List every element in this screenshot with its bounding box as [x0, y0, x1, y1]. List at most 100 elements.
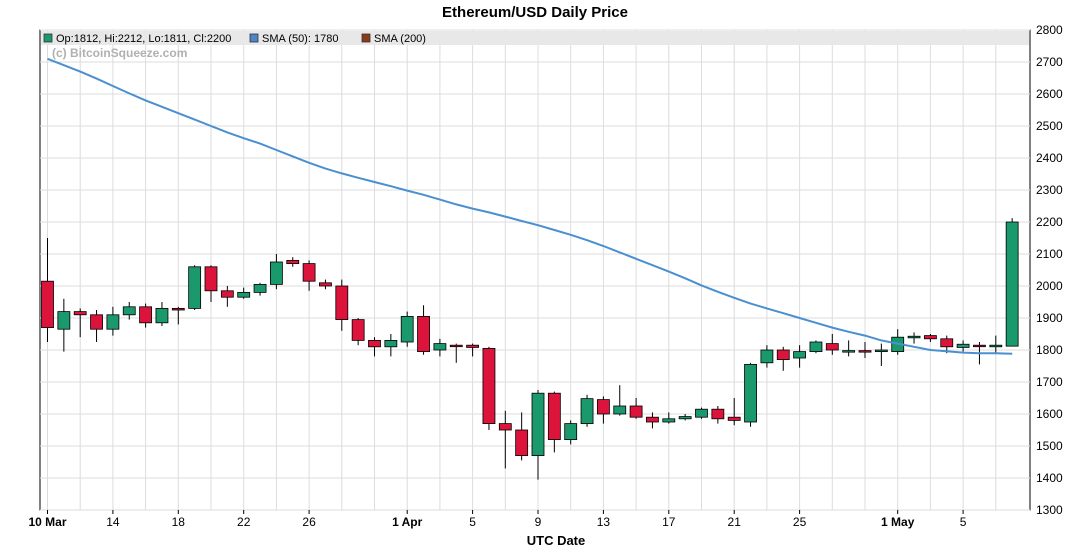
- candle: [368, 337, 381, 357]
- x-tick-label: 9: [535, 515, 542, 529]
- x-tick-label: 17: [662, 515, 676, 529]
- candle: [956, 340, 970, 352]
- candle-body: [874, 349, 888, 353]
- candle: [842, 340, 856, 357]
- grid-lines: [40, 29, 1030, 511]
- candles: [41, 218, 1019, 480]
- candle: [41, 238, 54, 342]
- y-tick-label: 2300: [1036, 183, 1063, 197]
- candle-body: [188, 266, 202, 309]
- x-tick-label: 13: [597, 515, 611, 529]
- candle: [269, 254, 283, 290]
- x-tick-label: 14: [106, 515, 120, 529]
- candle-body: [760, 349, 774, 364]
- candle: [237, 287, 251, 299]
- candle: [433, 338, 447, 357]
- candle-body: [482, 347, 496, 424]
- chart-title: Ethereum/USD Daily Price: [442, 4, 628, 21]
- candle: [597, 396, 610, 424]
- legend-entry: Op:1812, Hi:2212, Lo:1811, Cl:2200: [56, 33, 231, 45]
- candle-body: [613, 405, 627, 415]
- y-tick-label: 2200: [1036, 215, 1063, 229]
- y-tick-label: 1600: [1036, 407, 1063, 421]
- candle-body: [384, 339, 398, 348]
- candle: [155, 302, 169, 326]
- candle-body: [940, 338, 954, 348]
- legend-entry: SMA (200): [374, 33, 426, 45]
- candle: [351, 318, 365, 346]
- legend-swatch: [361, 33, 371, 43]
- candle: [188, 265, 202, 310]
- candle: [940, 335, 954, 354]
- candle: [90, 310, 103, 342]
- candle-body: [335, 285, 349, 320]
- candle-body: [253, 283, 267, 293]
- x-tick-label: 21: [728, 515, 742, 529]
- y-tick-label: 1500: [1036, 439, 1063, 453]
- sma50-line: [47, 57, 1013, 355]
- candle-body: [924, 335, 937, 340]
- candle: [858, 342, 872, 358]
- candle-body: [1005, 221, 1019, 347]
- candle: [482, 346, 496, 430]
- candle: [924, 334, 937, 342]
- y-tick-label: 1400: [1036, 471, 1063, 485]
- candle-body: [171, 307, 185, 311]
- candle: [695, 407, 708, 419]
- candle-body: [695, 408, 708, 418]
- y-tick-label: 2100: [1036, 247, 1063, 261]
- candle: [515, 412, 529, 461]
- candle: [384, 334, 398, 357]
- y-tick-label: 2600: [1036, 87, 1063, 101]
- candle-body: [825, 343, 839, 351]
- x-tick-label: 1 May: [881, 515, 915, 529]
- candle: [711, 406, 725, 424]
- candle-body: [662, 418, 676, 423]
- candle: [678, 414, 692, 421]
- candle-body: [842, 350, 856, 353]
- y-tick-label: 2000: [1036, 279, 1063, 293]
- candle: [547, 391, 561, 453]
- candle: [809, 340, 823, 354]
- candle-body: [547, 392, 561, 441]
- candle: [989, 335, 1003, 354]
- legend-bar: [41, 31, 1029, 45]
- candle: [122, 302, 136, 320]
- candle-body: [727, 416, 741, 421]
- y-tick-label: 1900: [1036, 311, 1063, 325]
- candle-body: [122, 306, 136, 316]
- candle-body: [744, 363, 757, 423]
- candle-body: [793, 351, 806, 359]
- candle-body: [646, 416, 659, 423]
- candle: [874, 343, 888, 366]
- candle: [286, 257, 300, 267]
- candle-body: [776, 349, 790, 361]
- candle: [744, 362, 757, 427]
- candle: [204, 265, 218, 302]
- y-tick-label: 1300: [1036, 503, 1063, 517]
- candle: [580, 394, 594, 427]
- candle: [335, 279, 349, 331]
- candle-body: [498, 423, 512, 431]
- watermark: (c) BitcoinSqueeze.com: [52, 46, 187, 60]
- candle: [727, 398, 741, 426]
- y-tick-label: 2700: [1036, 55, 1063, 69]
- candle-body: [564, 423, 578, 441]
- candle-body: [286, 259, 300, 264]
- candle: [531, 390, 545, 480]
- y-axis-ticks: 1300 1400 1500 1600 1700 1800 1900 2000 2100 2200…: [1036, 23, 1063, 517]
- candle-body: [400, 315, 414, 343]
- candle: [466, 343, 480, 357]
- candle-body: [319, 282, 332, 287]
- candle-body: [368, 339, 381, 348]
- candle-body: [989, 344, 1003, 348]
- candle: [139, 303, 153, 328]
- candle-body: [302, 263, 316, 282]
- candle-body: [237, 291, 251, 298]
- candle-body: [809, 341, 823, 353]
- candle: [564, 420, 578, 445]
- candle-body: [73, 311, 87, 316]
- candle-body: [269, 261, 283, 285]
- candle: [776, 346, 790, 371]
